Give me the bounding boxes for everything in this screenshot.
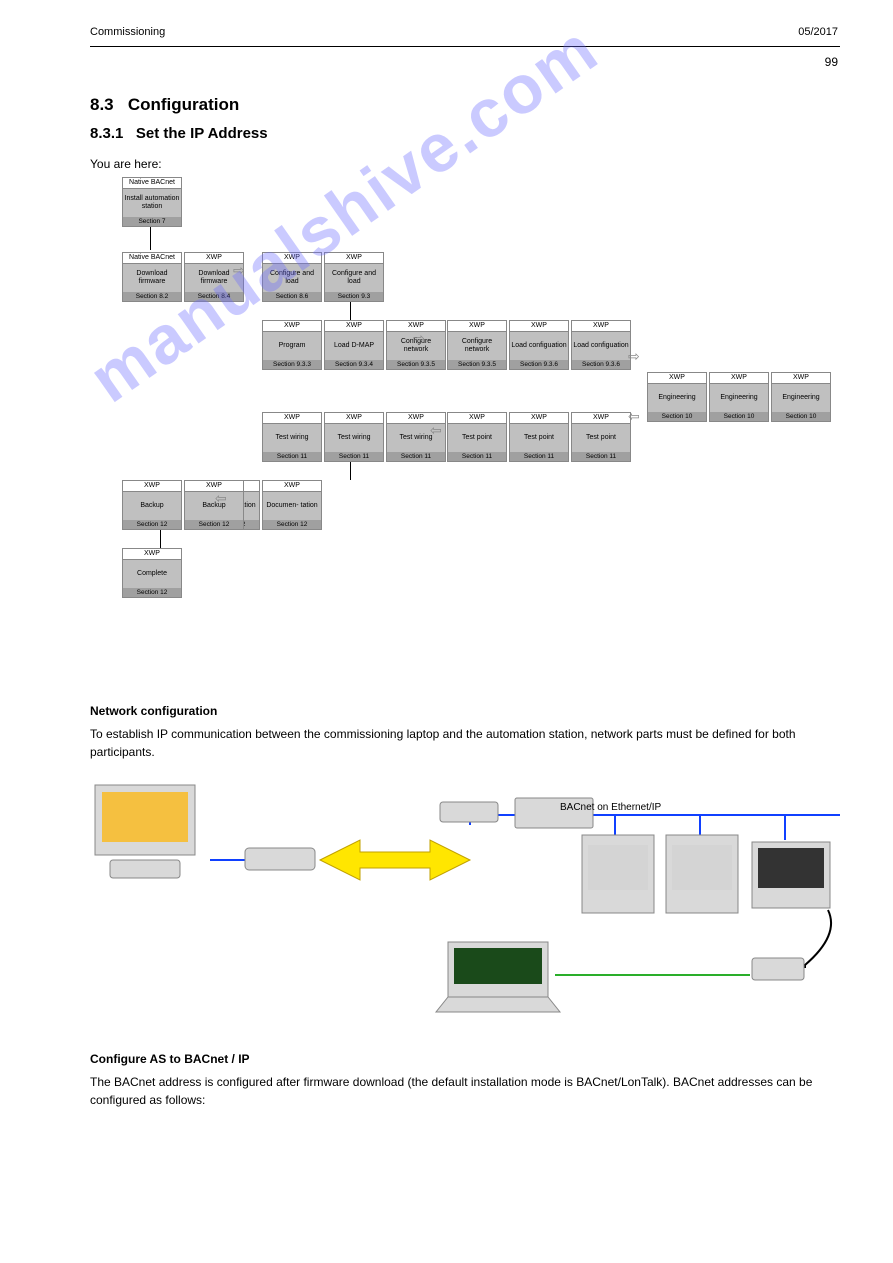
flow-box: XWPTest pointSection 11 [571,412,631,462]
flow-box: Native BACnetDownload firmwareSection 8.… [122,252,182,302]
flow-arrow-icon: ⇦ [430,422,442,439]
connector-icon [752,958,804,980]
section-number: 8.3 [90,95,114,114]
flow-box: XWPEngineeringSection 10 [709,372,769,422]
network-diagram: BACnet on Ethernet/IP [70,770,850,1020]
pxg-icon [752,842,830,908]
flow-box: XWPProgramSection 9.3.3 [262,320,322,370]
management-station-icon [95,785,195,878]
automation-station-1-icon [582,835,654,913]
flow-box: XWPEngineeringSection 10 [647,372,707,422]
running-head-left: Commissioning [90,26,165,38]
flow-arrow-icon: ⇨ [628,348,640,365]
flow-connector [150,227,151,250]
bacnet-text: The BACnet address is configured after f… [90,1073,820,1109]
flow-box: XWPEngineeringSection 10 [771,372,831,422]
network-text: To establish IP communication between th… [90,725,820,761]
flow-box: XWPDocumen- tationSection 12 [262,480,322,530]
flow-box: XWPConfigure networkSection 9.3.5 [447,320,507,370]
flow-box: XWPLoad configuationSection 9.3.6 [509,320,569,370]
header-rule [90,46,840,47]
flow-box: XWPTest wiringSection 11 [262,412,322,462]
flow-box: XWPBackupSection 12 [184,480,244,530]
flow-box: Native BACnetInstall automation stationS… [122,177,182,227]
flow-box: XWPCompleteSection 12 [122,548,182,598]
flow-box: XWPLoad D-MAPSection 9.3.4 [324,320,384,370]
flow-connector [350,302,351,320]
flow-box: XWPTest pointSection 11 [509,412,569,462]
gateway-icon [440,802,498,822]
bacnet-bus-label: BACnet on Ethernet/IP [560,802,662,813]
flow-arrow-icon: ⇦ [628,408,640,425]
flow-connector [160,530,161,548]
automation-station-2-icon [666,835,738,913]
flow-box: XWPTest wiringSection 11 [324,412,384,462]
section-heading: 8.3 Configuration [90,95,239,115]
flow-box: XWPConfigure and loadSection 9.3 [324,252,384,302]
flow-box: XWPConfigure and loadSection 8.6 [262,252,322,302]
section-title: Configuration [128,95,239,114]
page-number: 99 [825,55,838,69]
bacnet-heading: Configure AS to BACnet / IP [90,1050,820,1068]
router-icon [245,848,315,870]
flow-arrow-icon: ⇨ [233,262,245,279]
commissioning-laptop-icon [436,942,560,1012]
subsection-title: Set the IP Address [136,125,268,142]
flow-connector [350,462,351,480]
subsection-number: 8.3.1 [90,125,123,142]
running-head-right: 05/2017 [798,26,838,38]
subsection-heading: 8.3.1 Set the IP Address [90,125,268,142]
flow-box: XWPTest pointSection 11 [447,412,507,462]
flow-arrow-icon: ⇨ [413,330,425,347]
network-heading: Network configuration [90,702,820,720]
flow-arrow-icon: ⇦ [215,490,227,507]
flow-box: XWPLoad configuationSection 9.3.6 [571,320,631,370]
flow-box: XWPBackupSection 12 [122,480,182,530]
flow-intro: You are here: [90,155,820,173]
